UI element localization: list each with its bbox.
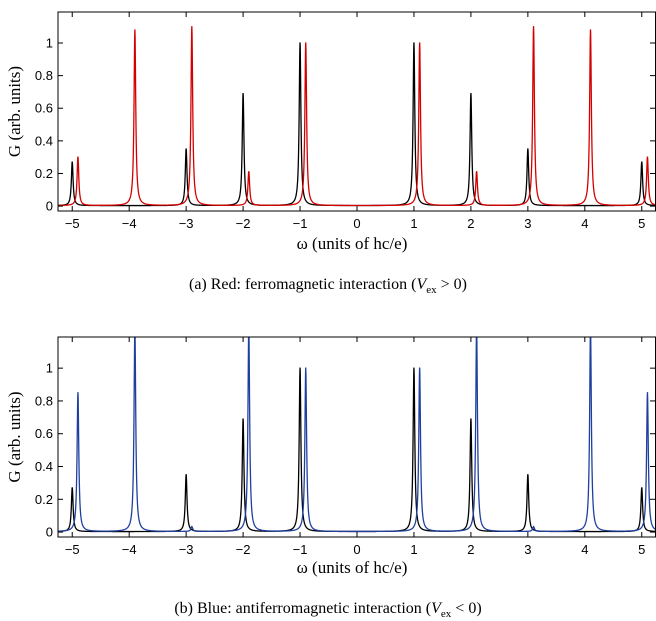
plot-area (58, 26, 656, 207)
y-axis-label: G (arb. units) (5, 66, 24, 157)
x-tick-label: 3 (524, 216, 531, 231)
y-tick-label: 0.8 (35, 68, 53, 83)
y-tick-label: 0.2 (35, 492, 53, 507)
y-tick-label: 0 (46, 525, 53, 540)
x-tick-label: 5 (638, 542, 645, 557)
y-tick-label: 0.4 (35, 133, 53, 148)
y-axis-label: G (arb. units) (5, 391, 24, 482)
y-tick-label: 1 (46, 35, 53, 50)
x-tick-label: −1 (293, 542, 308, 557)
y-tick-label: 0.2 (35, 166, 53, 181)
y-tick-label: 0.6 (35, 101, 53, 116)
y-tick-label: 0.8 (35, 393, 53, 408)
series-line-red (58, 26, 656, 207)
y-tick-label: 0 (46, 199, 53, 214)
x-tick-label: 0 (353, 542, 360, 557)
x-tick-label: 0 (353, 216, 360, 231)
chart-panel-a: −5 −4 −3 −2 −1 0 1 2 3 4 500.20.40.60.81ω (units o… (5, 11, 656, 253)
x-tick-label: −5 (65, 542, 80, 557)
y-tick-label: 1 (46, 361, 53, 376)
x-tick-label: 5 (638, 216, 645, 231)
x-tick-label: 2 (467, 542, 474, 557)
series-line-black (58, 42, 656, 207)
x-tick-label: −2 (236, 542, 251, 557)
x-tick-label: 1 (410, 542, 417, 557)
x-tick-label: 1 (410, 216, 417, 231)
chart-panel-b: −5 −4 −3 −2 −1 0 1 2 3 4 500.20.40.60.81ω (units o… (5, 336, 656, 577)
plot-frame (57, 336, 656, 538)
x-axis-label: ω (units of hc/e) (297, 558, 408, 577)
caption-b: (b) Blue: antiferromagnetic interaction … (174, 600, 482, 621)
x-tick-label: 4 (581, 542, 588, 557)
x-tick-label: −5 (65, 216, 80, 231)
x-tick-label: −3 (179, 216, 194, 231)
x-tick-label: −4 (122, 542, 137, 557)
series-line-black (58, 367, 656, 533)
x-tick-label: −3 (179, 542, 194, 557)
plot-frame (57, 11, 656, 212)
x-tick-label: 3 (524, 542, 531, 557)
x-tick-label: −2 (236, 216, 251, 231)
y-tick-label: 0.6 (35, 426, 53, 441)
x-tick-label: −1 (293, 216, 308, 231)
plot-area (58, 337, 656, 533)
series-line-blue (58, 337, 656, 533)
x-tick-label: 4 (581, 216, 588, 231)
x-axis-label: ω (units of hc/e) (297, 234, 408, 253)
x-tick-label: 2 (467, 216, 474, 231)
y-tick-label: 0.4 (35, 459, 53, 474)
x-tick-label: −4 (122, 216, 137, 231)
caption-a: (a) Red: ferromagnetic interaction (Vex … (189, 276, 467, 297)
